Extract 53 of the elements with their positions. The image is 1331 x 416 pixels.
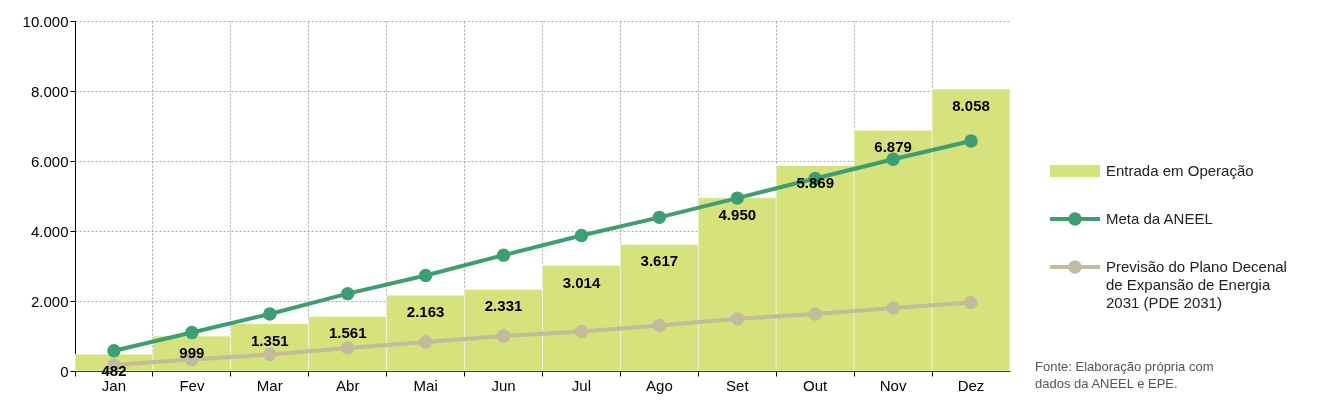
data-label: 2.163: [406, 303, 445, 321]
x-tick-label: Nov: [879, 376, 907, 394]
point: [886, 301, 900, 315]
point: [107, 344, 121, 358]
point: [574, 228, 589, 243]
x-tick-label: Jul: [571, 376, 592, 394]
point: [808, 307, 822, 321]
point: [730, 191, 744, 205]
point: [185, 325, 199, 340]
point: [418, 335, 433, 349]
point: [964, 295, 978, 310]
legend-label: Entrada em Operação: [1106, 162, 1254, 179]
point: [730, 312, 744, 326]
x-tick-label: Set: [726, 376, 750, 394]
point: [496, 248, 511, 262]
x-tick-label: Jan: [101, 376, 127, 394]
point: [886, 152, 900, 166]
point: [496, 329, 511, 343]
data-label: 2.331: [484, 297, 523, 315]
y-tick-label: 4.000: [30, 222, 69, 240]
point: [652, 318, 667, 333]
data-label: 3.014: [562, 273, 601, 291]
y-tick-label: 8.000: [30, 82, 69, 100]
data-label: 6.879: [874, 138, 912, 156]
x-tick-label: Abr: [336, 376, 360, 394]
legend-label: Meta da ANEEL: [1106, 210, 1213, 227]
x-tick-label: Dez: [957, 376, 985, 394]
x-tick-label: Out: [803, 376, 829, 394]
data-label: 4.950: [718, 205, 757, 223]
point: [263, 347, 277, 362]
source-note: Fonte: Elaboração própria com dados da ANEEL e EPE.: [1035, 359, 1214, 391]
point: [341, 286, 355, 301]
x-tick-label: Ago: [646, 376, 673, 394]
x-tick-label: Mai: [413, 376, 438, 394]
x-tick-label: Mar: [256, 376, 283, 394]
point: [574, 324, 589, 339]
x-tick-label: Fev: [179, 376, 205, 394]
data-label: 999: [179, 344, 205, 362]
data-label: 1.561: [328, 324, 367, 342]
point: [652, 210, 667, 225]
data-label: 8.058: [952, 96, 990, 114]
y-tick-label: 10.000: [22, 12, 69, 30]
point: [263, 307, 277, 321]
point: [964, 134, 978, 148]
point: [418, 268, 433, 283]
y-tick-label: 2.000: [30, 292, 69, 310]
y-tick-label: 6.000: [30, 152, 69, 170]
data-label: 3.617: [640, 252, 679, 270]
y-tick-label: 0: [60, 362, 69, 380]
legend-label: Previsão do Plano Decenal de Expansão de Energia 2031 (PDE 2031): [1106, 258, 1287, 311]
point: [341, 341, 355, 355]
data-label: 1.351: [251, 331, 289, 349]
x-tick-label: Jun: [491, 376, 516, 394]
